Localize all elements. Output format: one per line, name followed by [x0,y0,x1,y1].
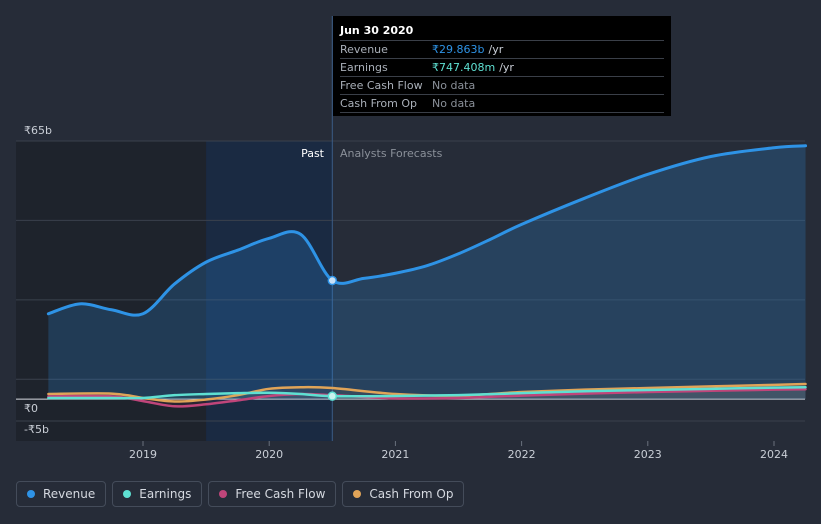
revenue-hover-point [327,275,338,286]
legend: Revenue Earnings Free Cash Flow Cash Fro… [16,481,465,507]
tooltip-label: Revenue [340,43,388,56]
tooltip-label: Cash From Op [340,97,418,110]
y-zero-label: ₹0 [24,402,38,415]
legend-dot-icon [353,490,362,498]
legend-item-free-cash-flow[interactable]: Free Cash Flow [208,481,337,507]
x-tick-label: 2019 [129,448,157,461]
legend-item-revenue[interactable]: Revenue [16,481,107,507]
tooltip-unit: /yr [488,43,504,56]
past-highlight-band [206,141,333,441]
tooltip-value: ₹747.408m [432,61,496,74]
legend-item-cash-from-op[interactable]: Cash From Op [342,481,465,507]
y-max-label: ₹65b [24,124,52,137]
tooltip-row-earnings: Earnings ₹747.408m /yr [340,60,664,77]
y-min-label: -₹5b [24,423,49,436]
legend-dot-icon [27,490,35,498]
past-label: Past [301,147,325,160]
legend-label: Earnings [139,487,192,501]
earnings-hover-point [327,391,338,401]
legend-label: Revenue [43,487,96,501]
x-tick-label: 2021 [381,448,409,461]
revenue-line [46,144,808,317]
tooltip-row-fcf: Free Cash Flow No data [340,78,664,95]
legend-item-earnings[interactable]: Earnings [112,481,203,507]
legend-dot-icon [219,490,228,498]
x-tick-label: 2020 [255,448,283,461]
tooltip-value: ₹29.863b [432,43,485,56]
legend-dot-icon [123,490,132,498]
tooltip-label: Free Cash Flow [340,79,423,92]
tooltip-label: Earnings [340,61,388,74]
cash-from-op-line [47,382,807,403]
legend-label: Cash From Op [369,487,454,501]
tooltip-date: Jun 30 2020 [340,22,664,41]
forecast-label: Analysts Forecasts [340,147,443,160]
legend-label: Free Cash Flow [235,487,326,501]
tooltip-value: No data [432,79,476,92]
tooltip: Jun 30 2020 Revenue ₹29.863b /yr Earning… [333,16,671,116]
x-tick-label: 2024 [760,448,788,461]
cash-from-op-area [48,384,806,402]
tooltip-unit: /yr [499,61,514,74]
revenue-area [48,145,806,400]
tooltip-row-revenue: Revenue ₹29.863b /yr [340,42,664,59]
tooltip-row-cfo: Cash From Op No data [340,96,664,113]
x-tick-label: 2023 [634,448,662,461]
tooltip-value: No data [432,97,476,110]
x-tick-label: 2022 [508,448,536,461]
